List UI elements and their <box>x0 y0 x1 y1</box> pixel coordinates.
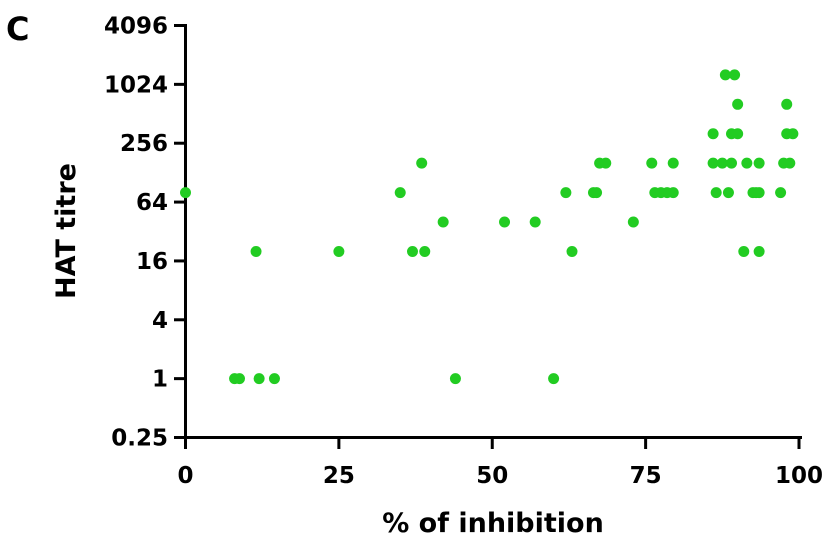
data-point <box>710 187 722 199</box>
data-point <box>667 157 679 169</box>
data-point <box>333 245 345 257</box>
y-axis-title: HAT titre <box>51 163 82 299</box>
data-point <box>719 69 731 81</box>
panel-label: C <box>6 10 29 48</box>
x-tick-label: 25 <box>323 463 355 489</box>
data-point <box>738 245 750 257</box>
x-axis-title: % of inhibition <box>382 508 604 539</box>
data-points <box>180 69 799 385</box>
data-point <box>627 216 639 228</box>
y-tick-label: 1 <box>152 367 168 393</box>
data-point <box>416 157 428 169</box>
x-tick-label: 100 <box>775 463 823 489</box>
data-point <box>726 157 738 169</box>
data-point <box>707 128 719 140</box>
data-point <box>646 157 658 169</box>
y-tick-label: 16 <box>136 249 168 275</box>
x-tick-label: 75 <box>630 463 662 489</box>
data-point <box>250 245 262 257</box>
data-point <box>722 187 734 199</box>
data-point <box>753 157 765 169</box>
y-tick-label: 4 <box>152 308 168 334</box>
x-axis-ticks: 0 25 50 75 100 <box>177 437 823 489</box>
data-point <box>732 98 744 110</box>
y-axis-ticks: 0.25 1 4 16 64 256 1024 4096 <box>104 14 186 452</box>
x-tick-label: 50 <box>476 463 508 489</box>
data-point <box>753 187 765 199</box>
data-point <box>548 373 560 385</box>
data-point <box>732 128 744 140</box>
data-point <box>787 128 799 140</box>
data-point <box>499 216 511 228</box>
data-point <box>406 245 418 257</box>
x-tick-label: 0 <box>177 463 193 489</box>
data-point <box>753 245 765 257</box>
y-tick-label: 1024 <box>104 72 168 98</box>
data-point <box>449 373 461 385</box>
data-point <box>741 157 753 169</box>
data-point <box>253 373 265 385</box>
data-point <box>419 245 431 257</box>
y-tick-label: 256 <box>120 131 168 157</box>
data-point <box>529 216 541 228</box>
data-point <box>667 187 679 199</box>
data-point <box>233 373 245 385</box>
data-point <box>560 187 572 199</box>
data-point <box>716 157 728 169</box>
data-point <box>268 373 280 385</box>
data-point <box>591 187 603 199</box>
y-tick-label: 64 <box>136 190 168 216</box>
data-point <box>394 187 406 199</box>
data-point <box>707 157 719 169</box>
data-point <box>437 216 449 228</box>
y-tick-label: 0.25 <box>111 426 168 452</box>
y-tick-label: 4096 <box>104 14 168 40</box>
data-point <box>729 69 741 81</box>
data-point <box>775 187 787 199</box>
data-point <box>600 157 612 169</box>
data-point <box>781 98 793 110</box>
data-point <box>784 157 796 169</box>
data-point <box>180 187 191 199</box>
data-point <box>566 245 578 257</box>
